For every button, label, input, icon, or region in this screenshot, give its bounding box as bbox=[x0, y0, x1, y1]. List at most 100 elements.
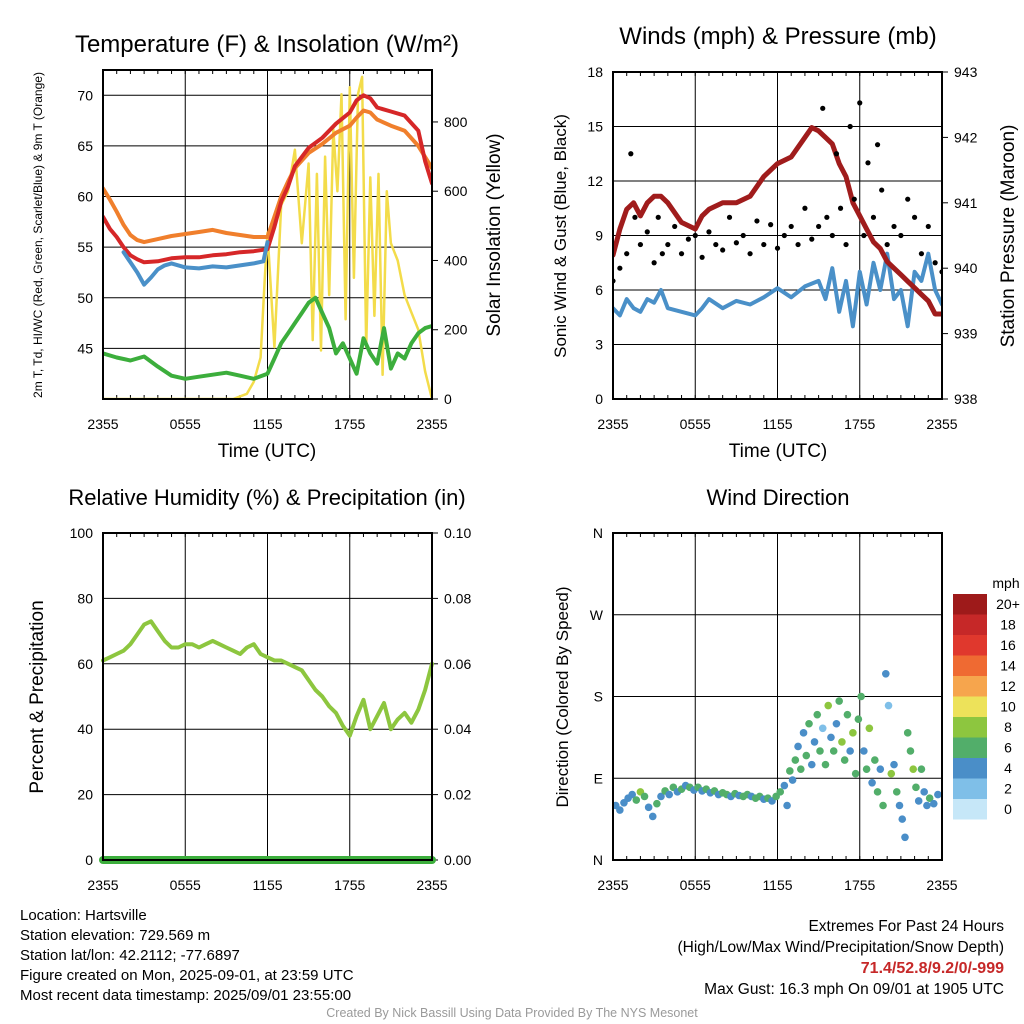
x-tick-label: 2355 bbox=[597, 416, 628, 432]
y-tick-label: 0 bbox=[595, 391, 603, 407]
x-tick-label: 1155 bbox=[762, 877, 792, 893]
y-tick-label: S bbox=[594, 689, 603, 705]
direction-point bbox=[783, 801, 791, 810]
gust-point bbox=[874, 142, 881, 148]
y-tick-label: 18 bbox=[587, 64, 603, 80]
y2-tick-label: 940 bbox=[954, 260, 978, 276]
y2-axis-label-temp: Solar Insolation (Yellow) bbox=[484, 133, 505, 336]
gust-point bbox=[833, 151, 840, 157]
direction-point bbox=[802, 751, 811, 760]
y-tick-label: 40 bbox=[77, 721, 93, 737]
gust-point bbox=[879, 187, 885, 193]
gust-point bbox=[726, 214, 733, 220]
gust-point bbox=[672, 223, 678, 230]
y-axis-label-direction: Direction (Colored By Speed) bbox=[553, 586, 572, 807]
gust-point bbox=[847, 123, 853, 130]
temp-series-group bbox=[103, 75, 432, 399]
legend-label: 8 bbox=[1004, 719, 1012, 735]
wind-series-group bbox=[613, 100, 942, 329]
direction-point bbox=[884, 701, 893, 710]
gust-point bbox=[884, 241, 890, 248]
series-temp bbox=[103, 93, 432, 265]
direction-point bbox=[862, 765, 871, 773]
x-tick-label: 2355 bbox=[416, 877, 447, 893]
series-insolation bbox=[103, 75, 432, 399]
y2-tick-label: 0 bbox=[444, 391, 452, 407]
gust-point bbox=[747, 251, 753, 257]
gust-point bbox=[713, 241, 719, 248]
y-tick-label: 50 bbox=[77, 290, 93, 306]
x-tick-label: 1155 bbox=[252, 877, 282, 893]
direction-point bbox=[807, 760, 816, 769]
gust-point bbox=[678, 251, 685, 257]
gust-point bbox=[829, 232, 835, 239]
series-wind bbox=[613, 251, 942, 329]
direction-point bbox=[865, 724, 874, 733]
latlon-text: Station lat/lon: 42.2112; -77.6897 bbox=[20, 947, 240, 964]
y-tick-label: N bbox=[593, 852, 603, 868]
panel-4: 2355 0555 1155 1755 2355 N E S W N Wind Direction D… bbox=[553, 485, 1020, 893]
gust-point bbox=[637, 241, 644, 248]
direction-point bbox=[797, 765, 805, 773]
x-tick-label: 2355 bbox=[926, 416, 957, 432]
direction-point bbox=[881, 669, 890, 678]
y2-tick-label: 938 bbox=[954, 391, 978, 407]
gust-point bbox=[740, 232, 746, 239]
max-gust-text: Max Gust: 16.3 mph On 09/01 at 1905 UTC bbox=[704, 981, 1004, 998]
panel-frame bbox=[102, 69, 433, 400]
series-pressure bbox=[613, 125, 942, 317]
direction-point bbox=[632, 796, 641, 804]
direction-point bbox=[794, 742, 802, 751]
gust-point bbox=[628, 151, 634, 157]
direction-point bbox=[838, 738, 846, 746]
x-axis-label-temp: Time (UTC) bbox=[218, 441, 317, 462]
gust-point bbox=[898, 232, 904, 239]
y-tick-label: 100 bbox=[70, 525, 94, 541]
y-tick-label: 3 bbox=[595, 337, 603, 353]
x-tick-label: 2355 bbox=[416, 416, 447, 432]
legend-swatch bbox=[953, 676, 987, 697]
direction-point bbox=[871, 756, 879, 764]
gust-point bbox=[706, 229, 712, 235]
y2-axis-label-wind: Station Pressure (Maroon) bbox=[998, 125, 1019, 348]
x-tick-label: 2355 bbox=[597, 877, 628, 893]
x-tick-label: 0555 bbox=[680, 877, 711, 893]
direction-point bbox=[813, 710, 822, 719]
direction-point bbox=[890, 760, 898, 769]
direction-point bbox=[879, 801, 887, 810]
x-tick-label: 1755 bbox=[334, 877, 365, 893]
gust-point bbox=[851, 196, 857, 202]
gust-point bbox=[644, 229, 650, 235]
direction-point bbox=[925, 794, 934, 803]
x-tick-label: 1155 bbox=[762, 416, 792, 432]
y-tick-label: 70 bbox=[77, 87, 93, 103]
legend-label: 18 bbox=[1000, 617, 1016, 633]
legend-label: 2 bbox=[1004, 781, 1012, 797]
direction-point bbox=[791, 756, 800, 764]
y2-tick-label: 0.06 bbox=[444, 656, 471, 672]
gust-point bbox=[651, 260, 657, 266]
direction-point bbox=[887, 769, 896, 778]
gust-point bbox=[768, 222, 774, 228]
legend-label: 14 bbox=[1000, 658, 1016, 674]
legend-swatch bbox=[953, 717, 987, 738]
gust-point bbox=[861, 232, 867, 239]
x-tick-label: 2355 bbox=[926, 877, 957, 893]
gust-point bbox=[870, 214, 877, 220]
y-tick-label: 80 bbox=[77, 590, 93, 606]
direction-point bbox=[868, 778, 876, 787]
series-heat_index bbox=[121, 240, 270, 287]
gust-point bbox=[795, 241, 801, 248]
gust-point bbox=[816, 223, 822, 230]
direction-point bbox=[851, 769, 860, 778]
gust-point bbox=[932, 260, 938, 266]
direction-point bbox=[799, 729, 808, 737]
y2-tick-label: 200 bbox=[444, 322, 468, 338]
direction-point bbox=[892, 788, 901, 796]
y-tick-label: 0 bbox=[85, 852, 93, 868]
direction-point bbox=[665, 790, 674, 799]
series-rh bbox=[101, 619, 434, 738]
gust-point bbox=[809, 236, 815, 242]
direction-point bbox=[906, 747, 915, 755]
